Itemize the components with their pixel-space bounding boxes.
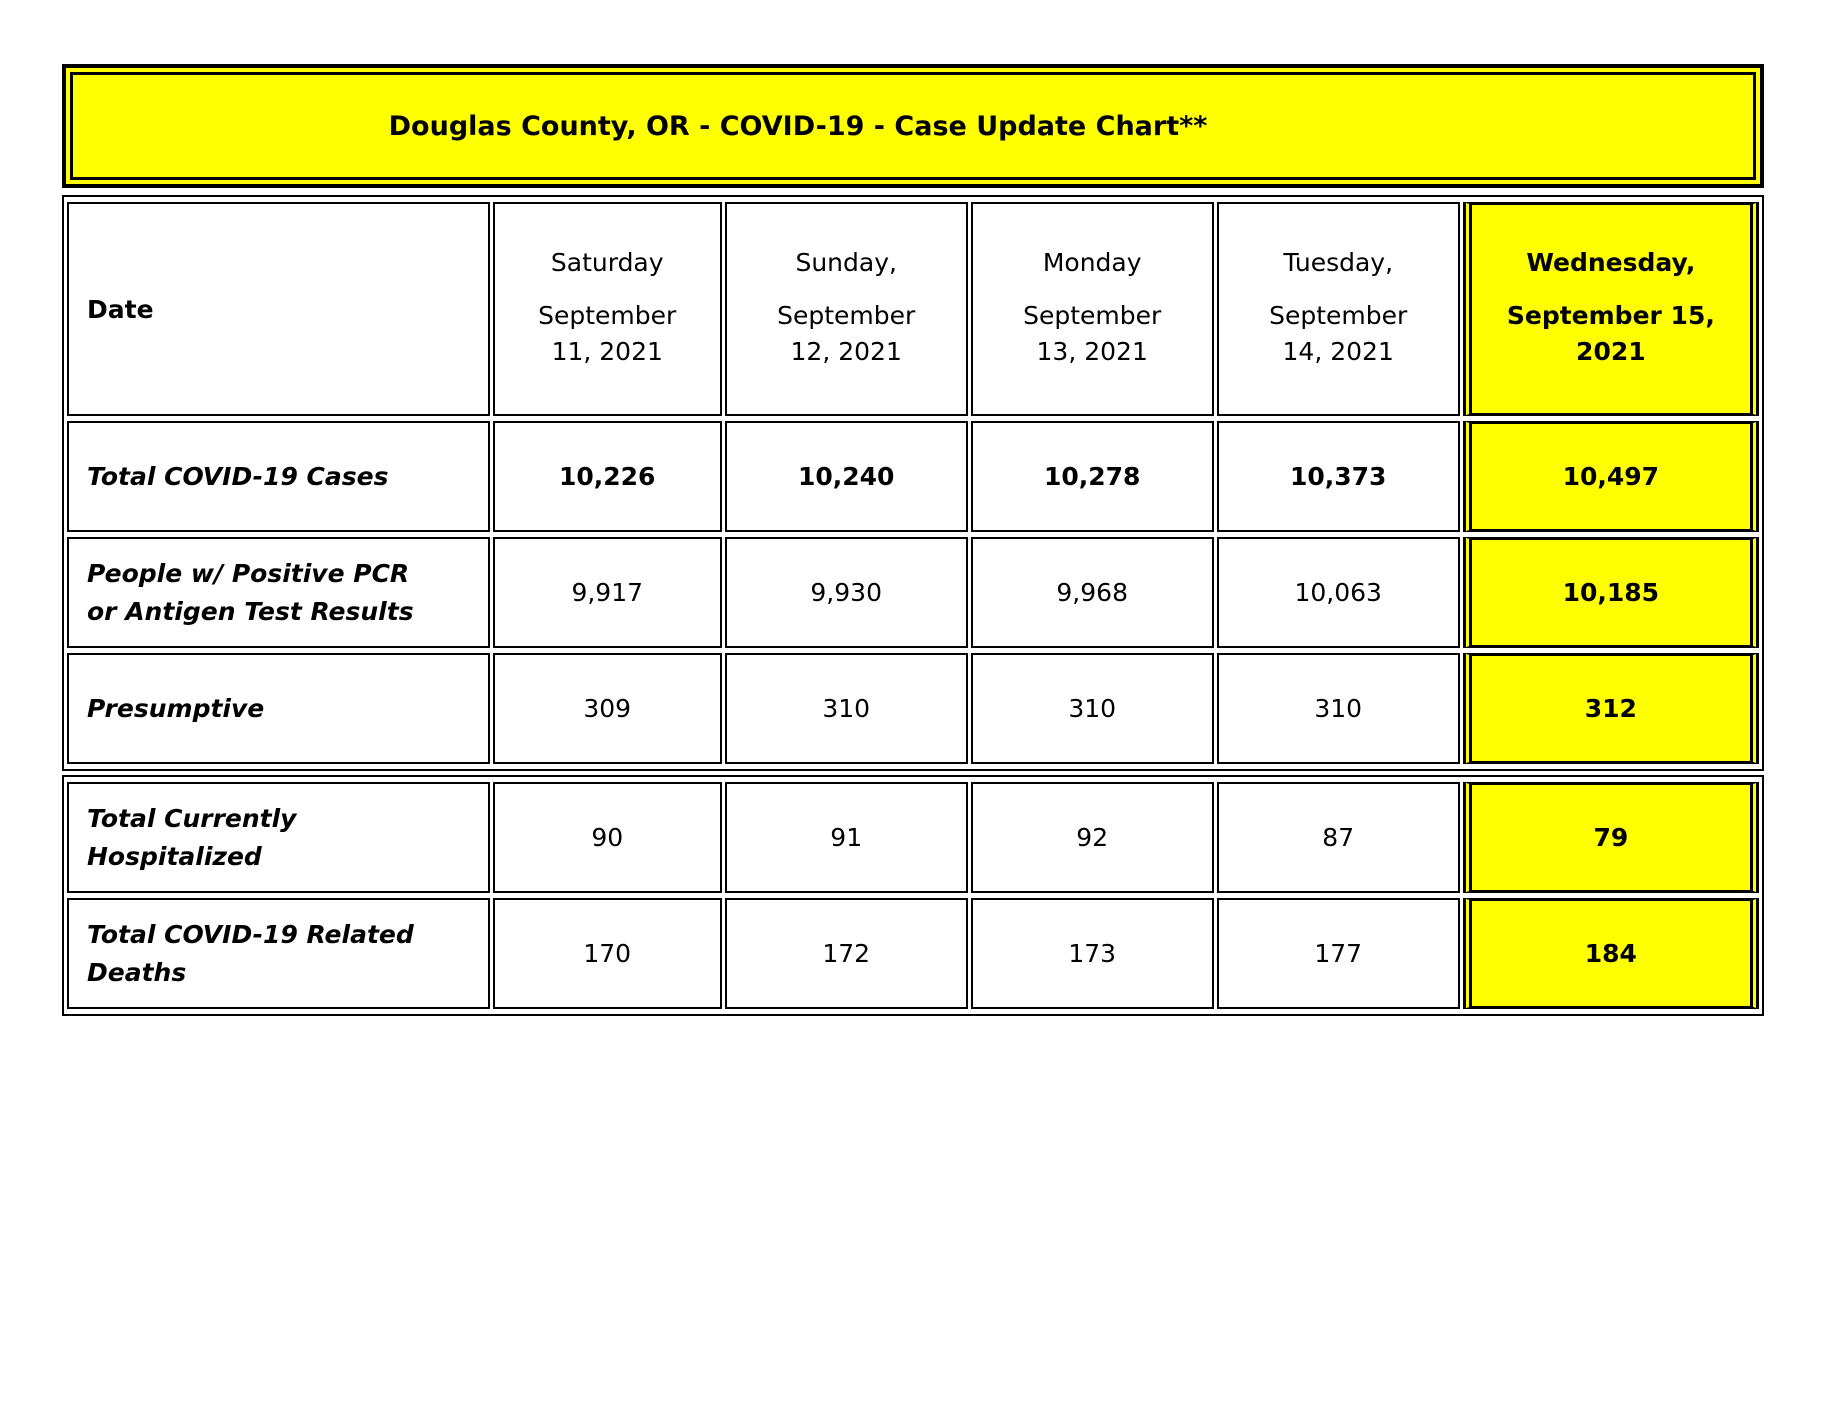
title-banner-inner: Douglas County, OR - COVID-19 - Case Upd… [70,72,1756,180]
row-label: Presumptive [67,653,490,764]
value-cell: 172 [724,898,968,1009]
header-cell-sunday: Sunday, September 12, 2021 [724,202,968,416]
case-table-upper: Date Saturday September 11, 2021 Sunday,… [62,195,1764,771]
value-cell: 177 [1216,898,1460,1009]
value-cell-highlighted: 312 [1462,653,1759,764]
day-name: Wednesday, [1526,247,1696,277]
value-cell: 87 [1216,782,1460,893]
header-row: Date Saturday September 11, 2021 Sunday,… [67,202,1759,416]
title-banner: Douglas County, OR - COVID-19 - Case Upd… [62,64,1764,188]
value-cell: 309 [492,653,722,764]
value-cell-highlighted: 10,497 [1462,421,1759,532]
value-cell: 9,968 [970,537,1214,648]
value-cell: 310 [724,653,968,764]
page-title: Douglas County, OR - COVID-19 - Case Upd… [388,110,1208,142]
value-cell: 310 [970,653,1214,764]
date-text: September 12, 2021 [777,300,916,366]
row-currently-hospitalized: Total Currently Hospitalized 90 91 92 87… [67,782,1759,893]
value-cell-highlighted: 10,185 [1462,537,1759,648]
row-label: People w/ Positive PCR or Antigen Test R… [67,537,490,648]
date-text: September 15, 2021 [1506,300,1715,366]
value-cell: 10,373 [1216,421,1460,532]
row-label: Total COVID-19 Related Deaths [67,898,490,1009]
row-total-covid-cases: Total COVID-19 Cases 10,226 10,240 10,27… [67,421,1759,532]
value-cell: 173 [970,898,1214,1009]
value-cell: 10,278 [970,421,1214,532]
row-covid-related-deaths: Total COVID-19 Related Deaths 170 172 17… [67,898,1759,1009]
value-cell: 92 [970,782,1214,893]
day-name: Tuesday, [1283,247,1394,277]
case-table-lower: Total Currently Hospitalized 90 91 92 87… [62,775,1764,1016]
value-cell: 10,226 [492,421,722,532]
value-cell: 170 [492,898,722,1009]
value-cell: 310 [1216,653,1460,764]
value-cell-highlighted: 79 [1462,782,1759,893]
case-update-chart: Douglas County, OR - COVID-19 - Case Upd… [62,64,1764,1016]
value-cell: 9,930 [724,537,968,648]
day-name: Saturday [550,247,664,277]
date-header-cell: Date [67,202,490,416]
row-positive-pcr-antigen: People w/ Positive PCR or Antigen Test R… [67,537,1759,648]
value-cell-highlighted: 184 [1462,898,1759,1009]
row-label: Total Currently Hospitalized [67,782,490,893]
row-label: Total COVID-19 Cases [67,421,490,532]
header-cell-wednesday: Wednesday, September 15, 2021 [1462,202,1759,416]
date-text: September 13, 2021 [1023,300,1162,366]
header-cell-saturday: Saturday September 11, 2021 [492,202,722,416]
header-cell-monday: Monday September 13, 2021 [970,202,1214,416]
value-cell: 9,917 [492,537,722,648]
value-cell: 10,063 [1216,537,1460,648]
value-cell: 90 [492,782,722,893]
header-cell-tuesday: Tuesday, September 14, 2021 [1216,202,1460,416]
day-name: Sunday, [795,247,897,277]
date-text: September 11, 2021 [538,300,677,366]
date-text: September 14, 2021 [1269,300,1408,366]
value-cell: 91 [724,782,968,893]
row-presumptive: Presumptive 309 310 310 310 312 [67,653,1759,764]
value-cell: 10,240 [724,421,968,532]
day-name: Monday [1042,247,1142,277]
